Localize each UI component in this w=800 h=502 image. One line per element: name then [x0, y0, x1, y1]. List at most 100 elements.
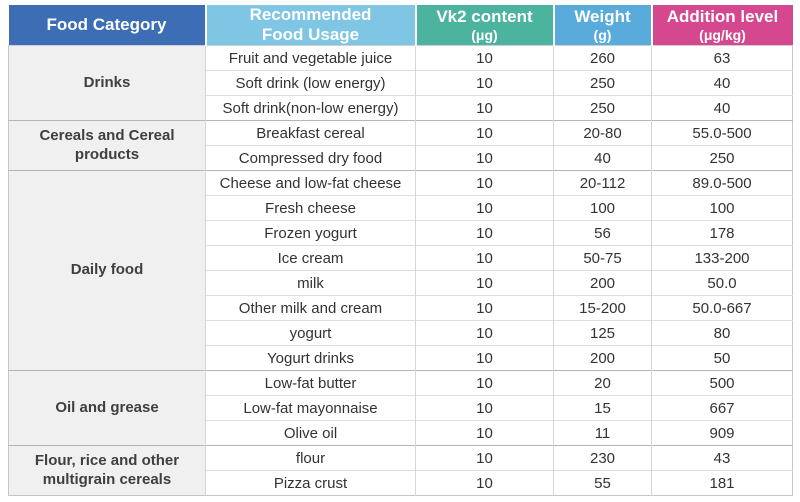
- addition-cell: 43: [651, 445, 793, 471]
- weight-cell: 55: [553, 470, 652, 496]
- weight-cell: 250: [553, 95, 652, 121]
- weight-cell: 230: [553, 445, 652, 471]
- addition-cell: 250: [651, 145, 793, 171]
- table-row: Olive oil 10 11 909: [9, 420, 793, 446]
- table-row: Oil and grease Low-fat butter 10 20 500: [8, 370, 793, 446]
- vk2-cell: 10: [415, 320, 554, 346]
- header-label: Recommended: [249, 5, 372, 24]
- table-row: Daily food Cheese and low-fat cheese 10 …: [8, 170, 793, 371]
- addition-cell: 178: [651, 220, 793, 246]
- header-label: Food Category: [46, 15, 167, 35]
- usage-cell: Breakfast cereal: [205, 120, 416, 146]
- vk2-cell: 10: [415, 145, 554, 171]
- usage-cell: Soft drink(non-low energy): [205, 95, 416, 121]
- usage-cell: Low-fat mayonnaise: [205, 395, 416, 421]
- usage-cell: Cheese and low-fat cheese: [205, 170, 416, 196]
- weight-cell: 15: [553, 395, 652, 421]
- usage-cell: yogurt: [205, 320, 416, 346]
- weight-cell: 20-80: [553, 120, 652, 146]
- usage-cell: Fruit and vegetable juice: [205, 45, 416, 71]
- header-label: Addition level: [666, 6, 779, 26]
- category-cell: Oil and grease: [8, 370, 206, 446]
- vk2-cell: 10: [415, 170, 554, 196]
- weight-cell: 50-75: [553, 245, 652, 271]
- usage-cell: Frozen yogurt: [205, 220, 416, 246]
- table-row: Frozen yogurt 10 56 178: [9, 220, 793, 246]
- table-row: Drinks Fruit and vegetable juice 10 260 …: [8, 45, 793, 121]
- weight-cell: 11: [553, 420, 652, 446]
- usage-cell: Low-fat butter: [205, 370, 416, 396]
- table-row: milk 10 200 50.0: [9, 270, 793, 296]
- usage-cell: flour: [205, 445, 416, 471]
- header-weight: Weight (g): [552, 5, 652, 46]
- vk2-cell: 10: [415, 95, 554, 121]
- weight-cell: 40: [553, 145, 652, 171]
- category-cell: Daily food: [8, 170, 206, 371]
- header-unit: (g): [593, 26, 612, 43]
- category-cell: Drinks: [8, 45, 206, 121]
- header-label-line2: Food Usage: [261, 25, 360, 45]
- vk2-cell: 10: [415, 345, 554, 371]
- category-cell: Flour, rice and other multigrain cereals: [8, 445, 206, 496]
- addition-cell: 55.0-500: [651, 120, 793, 146]
- vk2-cell: 10: [415, 420, 554, 446]
- header-addition-level: Addition level (μg/kg): [650, 5, 793, 46]
- table-row: yogurt 10 125 80: [9, 320, 793, 346]
- usage-cell: Compressed dry food: [205, 145, 416, 171]
- vk2-cell: 10: [415, 370, 554, 396]
- addition-cell: 89.0-500: [651, 170, 793, 196]
- addition-cell: 40: [651, 70, 793, 96]
- addition-cell: 181: [651, 470, 793, 496]
- usage-cell: Olive oil: [205, 420, 416, 446]
- table-row: Flour, rice and other multigrain cereals…: [8, 445, 793, 496]
- vk2-cell: 10: [415, 270, 554, 296]
- addition-cell: 80: [651, 320, 793, 346]
- table-row: Fresh cheese 10 100 100: [9, 195, 793, 221]
- usage-cell: Other milk and cream: [205, 295, 416, 321]
- usage-cell: Soft drink (low energy): [205, 70, 416, 96]
- header-label: Weight: [574, 6, 631, 26]
- weight-cell: 200: [553, 270, 652, 296]
- table-row: Ice cream 10 50-75 133-200: [9, 245, 793, 271]
- vk2-cell: 10: [415, 45, 554, 71]
- vk2-cell: 10: [415, 120, 554, 146]
- vk2-cell: 10: [415, 195, 554, 221]
- weight-cell: 250: [553, 70, 652, 96]
- addition-cell: 40: [651, 95, 793, 121]
- vk2-cell: 10: [415, 395, 554, 421]
- table-row: Pizza crust 10 55 181: [9, 470, 793, 496]
- category-cell: Cereals and Cereal products: [8, 120, 206, 171]
- vk2-cell: 10: [415, 70, 554, 96]
- weight-cell: 125: [553, 320, 652, 346]
- table-row: Low-fat mayonnaise 10 15 667: [9, 395, 793, 421]
- vk2-addition-table: Food Category Recommended Food Usage Vk2…: [8, 5, 793, 496]
- usage-cell: milk: [205, 270, 416, 296]
- addition-cell: 500: [651, 370, 793, 396]
- table-row: Compressed dry food 10 40 250: [9, 145, 793, 171]
- vk2-cell: 10: [415, 470, 554, 496]
- table-row: Yogurt drinks 10 200 50: [9, 345, 793, 371]
- addition-cell: 50.0-667: [651, 295, 793, 321]
- header-vk2-content: Vk2 content (μg): [414, 5, 554, 46]
- usage-cell: Pizza crust: [205, 470, 416, 496]
- header-row: Food Category Recommended Food Usage Vk2…: [8, 5, 793, 46]
- usage-cell: Yogurt drinks: [205, 345, 416, 371]
- header-unit: (μg/kg): [699, 26, 746, 43]
- weight-cell: 56: [553, 220, 652, 246]
- table-row: Soft drink(non-low energy) 10 250 40: [9, 95, 793, 121]
- addition-cell: 63: [651, 45, 793, 71]
- weight-cell: 20-112: [553, 170, 652, 196]
- header-recommended-food-usage: Recommended Food Usage: [204, 5, 416, 46]
- usage-cell: Ice cream: [205, 245, 416, 271]
- vk2-cell: 10: [415, 445, 554, 471]
- table-row: Soft drink (low energy) 10 250 40: [9, 70, 793, 96]
- table-row: Other milk and cream 10 15-200 50.0-667: [9, 295, 793, 321]
- weight-cell: 200: [553, 345, 652, 371]
- weight-cell: 15-200: [553, 295, 652, 321]
- vk2-cell: 10: [415, 295, 554, 321]
- addition-cell: 133-200: [651, 245, 793, 271]
- weight-cell: 260: [553, 45, 652, 71]
- addition-cell: 50: [651, 345, 793, 371]
- usage-cell: Fresh cheese: [205, 195, 416, 221]
